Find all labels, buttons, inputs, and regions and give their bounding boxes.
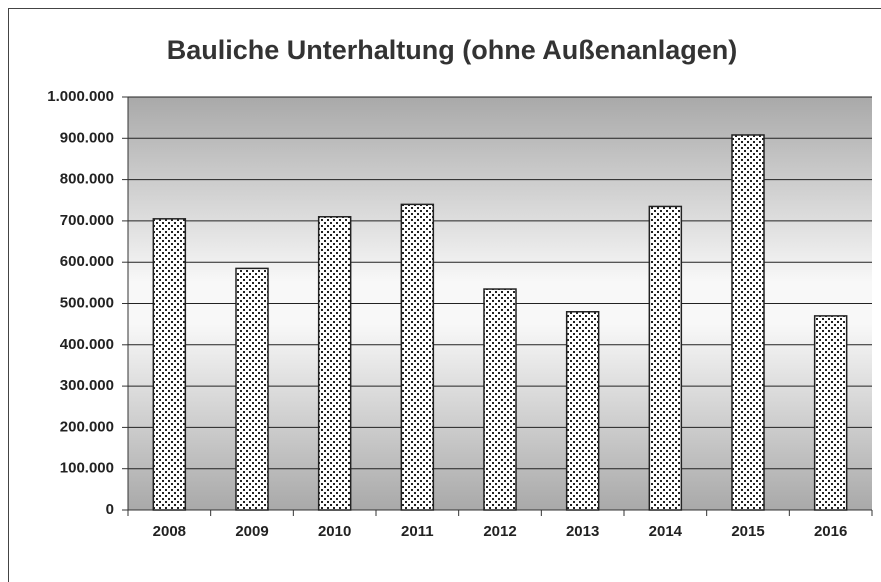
- x-tick-label: 2015: [731, 523, 764, 540]
- frame: [8, 8, 881, 582]
- bar: [731, 134, 765, 511]
- x-tick-label: 2011: [401, 523, 434, 540]
- bar: [565, 311, 600, 511]
- y-tick-label: 300.000: [60, 377, 114, 394]
- x-tick-label: 2009: [235, 523, 268, 540]
- y-tick-label: 500.000: [60, 294, 114, 311]
- bar: [317, 216, 352, 511]
- chart-title: Bauliche Unterhaltung (ohne Außenanlagen…: [167, 35, 738, 65]
- y-tick-label: 100.000: [60, 460, 114, 477]
- bar: [813, 315, 848, 511]
- bar: [152, 218, 187, 511]
- y-tick-label: 0: [106, 501, 114, 518]
- y-tick-label: 1.000.000: [47, 88, 114, 105]
- x-tick-label: 2012: [483, 523, 516, 540]
- bar: [648, 205, 683, 511]
- bar: [400, 203, 435, 511]
- y-tick-label: 400.000: [60, 336, 114, 353]
- bar: [235, 267, 269, 511]
- x-tick-label: 2016: [814, 523, 847, 540]
- x-tick-label: 2010: [318, 523, 351, 540]
- y-tick-label: 600.000: [60, 253, 114, 270]
- y-tick-label: 200.000: [60, 418, 114, 435]
- y-tick-label: 700.000: [60, 212, 114, 229]
- x-tick-label: 2013: [566, 523, 599, 540]
- y-tick-label: 900.000: [60, 129, 114, 146]
- bar: [483, 288, 517, 511]
- y-tick-label: 800.000: [60, 171, 114, 188]
- x-tick-label: 2014: [649, 523, 683, 540]
- x-tick-label: 2008: [153, 523, 186, 540]
